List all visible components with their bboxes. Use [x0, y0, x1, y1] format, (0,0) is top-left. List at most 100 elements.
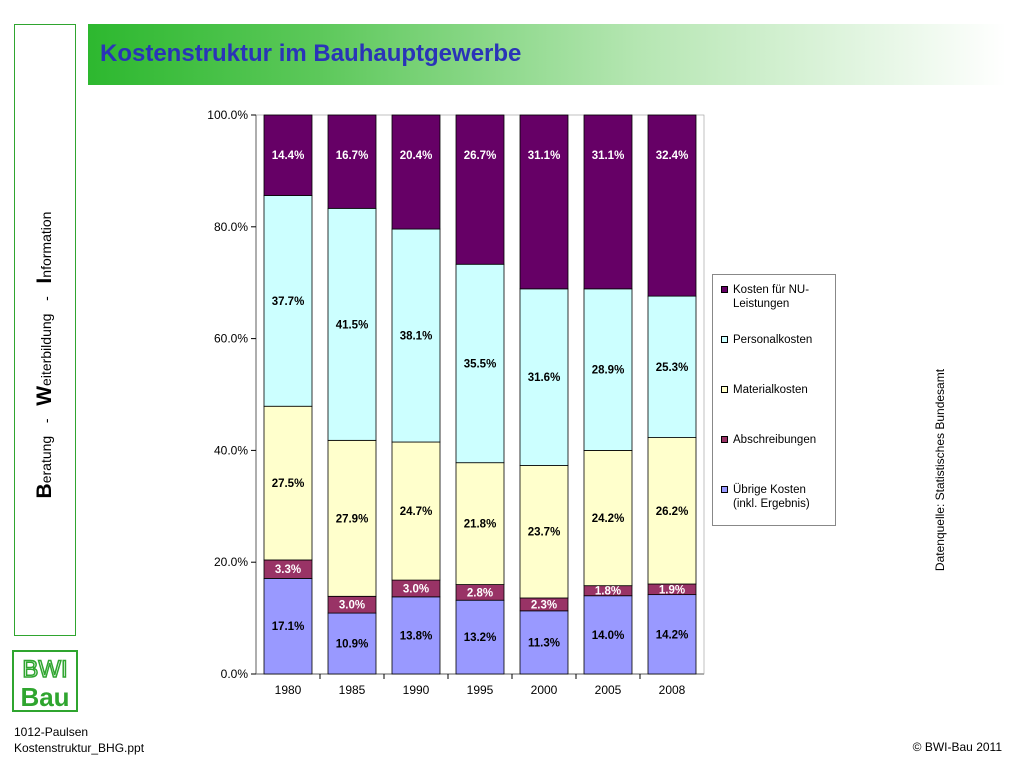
legend-label: Abschreibungen — [733, 434, 817, 446]
data-label: 13.8% — [400, 630, 433, 642]
footer-left: 1012-Paulsen Kostenstruktur_BHG.ppt — [14, 724, 144, 756]
data-label: 38.1% — [400, 331, 433, 343]
data-label: 14.4% — [272, 150, 305, 162]
sidebar-separator: - — [38, 418, 54, 424]
data-label: 31.1% — [592, 150, 625, 162]
data-label: 3.3% — [275, 564, 301, 576]
sidebar-panel: Beratung - Weiterbildung - Information — [14, 24, 76, 636]
y-tick-label: 80.0% — [214, 220, 248, 234]
bar-segment — [327, 439, 377, 597]
sidebar-initial-b: B — [33, 483, 56, 499]
bar-segment — [327, 207, 377, 441]
data-label: 11.3% — [528, 637, 560, 649]
data-label: 24.2% — [592, 513, 625, 525]
y-tick-label: 60.0% — [214, 332, 248, 346]
bar-segment — [263, 195, 313, 407]
x-tick-label: 1980 — [275, 683, 302, 697]
footer-copyright: © BWI-Bau 2011 — [912, 740, 1002, 754]
sidebar-word-beratung: eratung — [38, 435, 54, 484]
data-label: 1.8% — [595, 586, 621, 598]
data-label: 41.5% — [336, 319, 369, 331]
x-tick-label: 1990 — [403, 683, 430, 697]
logo-text-bau: Bau — [20, 682, 69, 712]
data-label: 25.3% — [656, 362, 689, 374]
bar-segment — [455, 462, 505, 585]
source-note-text: Datenquelle: Statistisches Bundesamt — [933, 368, 947, 572]
y-tick-label: 0.0% — [221, 667, 249, 681]
bar-segment — [647, 594, 697, 675]
legend-label: Personalkosten — [733, 334, 813, 346]
bar-segment — [519, 465, 569, 599]
bar-segment — [647, 114, 697, 297]
data-label: 2.8% — [467, 587, 493, 599]
bar-segment — [583, 595, 633, 675]
bar-segment — [519, 288, 569, 466]
legend-label: Kosten für NU-Leistungen — [733, 284, 810, 310]
data-label: 28.9% — [592, 365, 625, 377]
data-label: 3.0% — [339, 600, 365, 612]
bar-segment — [391, 114, 441, 230]
data-label: 1.9% — [659, 584, 685, 596]
x-tick-label: 2000 — [531, 683, 558, 697]
bar-segment — [263, 114, 313, 196]
data-label: 14.0% — [592, 630, 625, 642]
legend-swatch — [721, 336, 728, 343]
data-label: 27.9% — [336, 513, 369, 525]
bar-segment — [519, 610, 569, 675]
data-label: 32.4% — [656, 150, 689, 162]
bar-segment — [519, 114, 569, 290]
chart-legend: Kosten für NU-Leistungen Personalkosten Ma… — [712, 274, 836, 526]
data-label: 16.7% — [336, 150, 369, 162]
bar-segment — [647, 295, 697, 438]
bar-segment — [263, 405, 313, 561]
data-label: 37.7% — [272, 296, 305, 308]
bar-segment — [455, 114, 505, 265]
legend-swatch — [721, 286, 728, 293]
y-tick-label: 20.0% — [214, 555, 248, 569]
x-tick-label: 1985 — [339, 683, 366, 697]
data-label: 21.8% — [464, 519, 497, 531]
bar-segment — [391, 596, 441, 675]
bar-segment — [263, 578, 313, 675]
data-label: 20.4% — [400, 150, 433, 162]
stacked-bar-chart: 0.0% 20.0% 40.0% 60.0% 80.0% 100.0% 1980 1985 19… — [207, 108, 705, 697]
legend-swatch — [721, 436, 728, 443]
x-tick-label: 1995 — [467, 683, 494, 697]
legend-label: Materialkosten — [733, 384, 808, 396]
data-label: 27.5% — [272, 478, 305, 490]
bar-segment — [583, 449, 633, 587]
bar-segment — [583, 114, 633, 290]
sidebar-separator: - — [38, 296, 54, 301]
data-label: 24.7% — [400, 506, 433, 518]
y-tick-label: 100.0% — [207, 108, 248, 122]
bar-segment — [583, 288, 633, 451]
x-tick-label: 2008 — [659, 683, 686, 697]
data-label: 26.2% — [656, 506, 689, 518]
bar-segment — [391, 228, 441, 443]
bar-segment — [647, 437, 697, 585]
x-tick-label: 2005 — [595, 683, 622, 697]
data-label: 3.0% — [403, 583, 429, 595]
data-label: 31.1% — [528, 150, 561, 162]
data-label: 17.1% — [272, 621, 305, 633]
logo-text-bwi: BWI — [22, 656, 67, 683]
bar-segment — [327, 114, 377, 209]
legend-swatch — [721, 486, 728, 493]
page-title: Kostenstruktur im Bauhauptgewerbe — [100, 40, 522, 67]
sidebar-word-information: nformation — [38, 211, 54, 278]
data-label: 14.2% — [656, 629, 689, 641]
data-label: 26.7% — [464, 150, 497, 162]
data-label: 23.7% — [528, 527, 561, 539]
data-label: 31.6% — [528, 372, 561, 384]
data-label: 10.9% — [336, 639, 369, 651]
sidebar-initial-w: W — [33, 385, 56, 406]
y-tick-label: 40.0% — [214, 443, 248, 457]
footer-filename: Kostenstruktur_BHG.ppt — [14, 741, 145, 755]
data-label: 35.5% — [464, 358, 497, 370]
data-label: 2.3% — [531, 599, 557, 611]
header-bar — [88, 24, 1006, 85]
footer-author: 1012-Paulsen — [14, 725, 89, 739]
legend-swatch — [721, 386, 728, 393]
bwi-bau-logo: BWI Bau — [12, 650, 78, 712]
sidebar-word-weiterbildung: eiterbildung — [38, 313, 54, 386]
